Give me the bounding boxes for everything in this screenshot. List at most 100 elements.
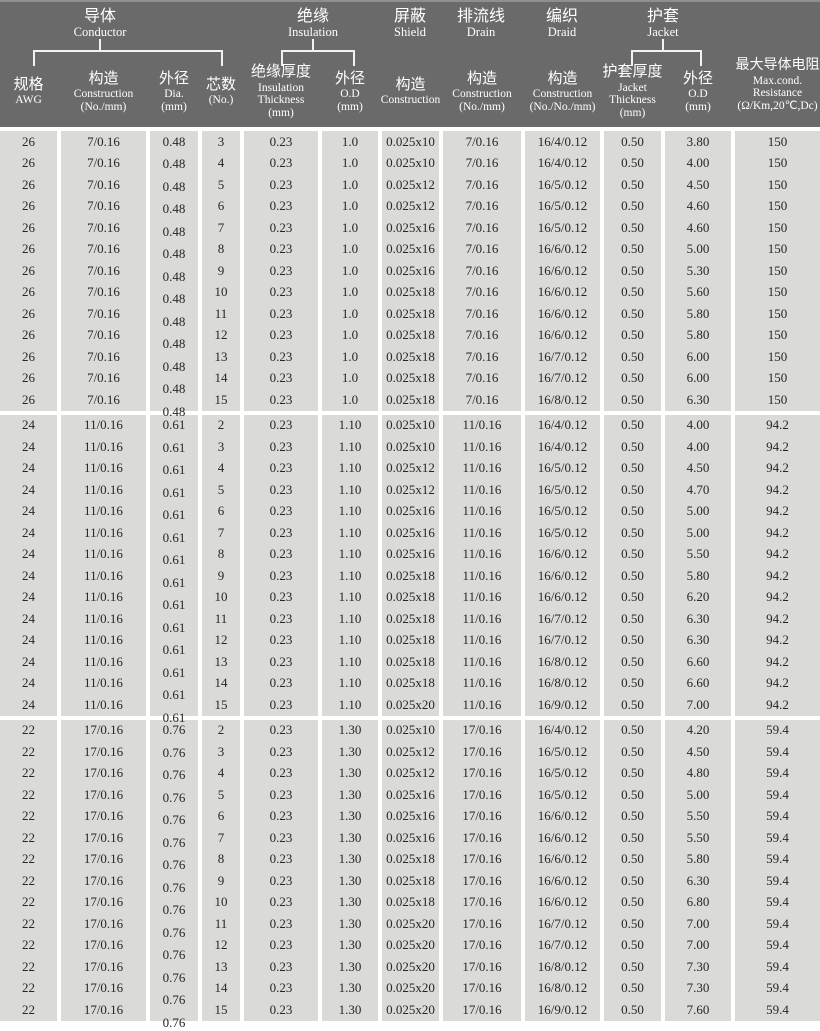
cell-dia-value: 0.76 — [162, 834, 186, 850]
cell-drain-construction: 17/0.16 — [443, 827, 521, 849]
cell-awg-value: 26 — [22, 241, 35, 257]
cell-jacket-thickness-value: 0.50 — [621, 391, 644, 407]
cell-insulation-od-value: 1.10 — [338, 632, 362, 648]
cell-drain-construction-value: 11/0.16 — [462, 417, 502, 433]
cell-awg: 22 — [0, 719, 57, 741]
cell-jacket-od: 5.80 — [665, 848, 731, 870]
cell-awg: 26 — [0, 217, 57, 239]
cell-jacket-od-value: 5.00 — [686, 524, 710, 540]
cell-jacket-od-value: 7.00 — [686, 937, 710, 953]
cell-insulation-thickness-value: 0.23 — [269, 348, 293, 364]
cell-insulation-thickness-value: 0.23 — [269, 829, 293, 845]
cell-awg-value: 22 — [22, 829, 35, 845]
header-group-insulation-zh: 绝缘 — [296, 8, 329, 25]
cell-dia: 0.48 — [150, 174, 198, 196]
cell-drain-construction-value: 17/0.16 — [462, 937, 502, 953]
awg-group-24: 24 11/0.16 0.61 2 0.23 1.10 0.025x10 11/0.16 16/… — [0, 414, 820, 725]
cell-conductor-construction-value: 11/0.16 — [84, 460, 123, 476]
column-header-jacket-od-line: O.D — [688, 87, 708, 100]
column-header-drain-construction-zh: 构造 — [466, 70, 497, 87]
cell-insulation-od-value: 1.10 — [338, 481, 362, 497]
cell-insulation-thickness: 0.23 — [244, 741, 318, 763]
cell-shield-construction-value: 0.025x10 — [386, 722, 435, 738]
cell-insulation-od-value: 1.30 — [338, 743, 362, 759]
cell-awg-value: 24 — [22, 632, 35, 648]
cell-braid-construction-value: 16/5/0.12 — [537, 219, 588, 235]
table-row: 24 11/0.16 0.61 12 0.23 1.10 0.025x18 11/0.16 16… — [0, 629, 820, 657]
cell-conductor-construction-value: 7/0.16 — [87, 133, 120, 149]
cell-shield-construction: 0.025x18 — [382, 608, 439, 630]
cell-shield-construction: 0.025x10 — [382, 719, 439, 741]
cell-insulation-thickness-value: 0.23 — [269, 915, 293, 931]
cell-cores-value: 14 — [214, 980, 228, 996]
cell-jacket-od-value: 7.00 — [686, 915, 710, 931]
cell-conductor-construction: 11/0.16 — [61, 608, 146, 630]
cell-conductor-construction: 11/0.16 — [61, 414, 146, 436]
cell-jacket-thickness-value: 0.50 — [621, 589, 644, 605]
cell-shield-construction: 0.025x18 — [382, 672, 439, 694]
cell-dia: 0.48 — [150, 260, 198, 284]
cell-cores-value: 7 — [217, 219, 225, 235]
cell-insulation-od: 1.30 — [322, 977, 378, 999]
cell-insulation-od-value: 1.10 — [338, 460, 362, 476]
cell-cores: 5 — [202, 479, 240, 501]
cell-jacket-thickness: 0.50 — [604, 303, 661, 325]
cell-jacket-thickness: 0.50 — [604, 999, 661, 1021]
cell-insulation-thickness-value: 0.23 — [269, 675, 293, 691]
cell-insulation-od: 1.10 — [322, 436, 378, 458]
column-header-conductor-dia-zh: 外径 — [158, 70, 189, 87]
cell-jacket-od: 5.50 — [665, 543, 731, 565]
cell-braid-construction: 16/6/0.12 — [525, 805, 600, 827]
cell-braid-construction: 16/4/0.12 — [525, 436, 600, 458]
cell-dia-value: 0.61 — [162, 462, 186, 478]
table-row: 26 7/0.16 0.48 7 0.23 1.0 0.025x16 7/0.16 16/5/0… — [0, 217, 820, 239]
cell-conductor-construction: 17/0.16 — [61, 848, 146, 870]
cell-shield-construction: 0.025x18 — [382, 346, 439, 368]
cell-drain-construction: 17/0.16 — [443, 719, 521, 741]
cell-jacket-od-value: 5.00 — [686, 503, 710, 519]
cell-dia: 0.61 — [150, 522, 198, 545]
cell-conductor-construction: 11/0.16 — [61, 543, 146, 565]
column-header-jacket-thickness: 护套厚度 Jacket Thickness (mm) — [602, 60, 663, 124]
cell-shield-construction-value: 0.025x16 — [386, 829, 435, 845]
cell-jacket-od: 4.80 — [665, 762, 731, 784]
cell-shield-construction-value: 0.025x20 — [386, 915, 435, 931]
cell-resistance-value: 59.4 — [766, 915, 789, 931]
cell-braid-construction-value: 16/6/0.12 — [537, 829, 588, 845]
cell-cores-value: 7 — [217, 829, 225, 845]
header-group-braid-en: Draid — [547, 25, 577, 40]
cell-conductor-construction-value: 17/0.16 — [83, 829, 124, 845]
cell-insulation-od-value: 1.30 — [338, 851, 362, 867]
cell-dia: 0.61 — [150, 565, 198, 590]
cell-insulation-od: 1.0 — [322, 152, 378, 174]
cell-conductor-construction: 11/0.16 — [61, 586, 146, 608]
cell-jacket-thickness-value: 0.50 — [621, 829, 644, 845]
cell-resistance-value: 150 — [767, 155, 788, 171]
cell-conductor-construction-value: 17/0.16 — [83, 980, 124, 996]
cell-cores-value: 6 — [217, 503, 225, 519]
cell-drain-construction: 17/0.16 — [443, 741, 521, 763]
cell-shield-construction-value: 0.025x12 — [386, 481, 435, 497]
cell-jacket-od-value: 5.80 — [686, 851, 710, 867]
cell-jacket-od: 5.00 — [665, 238, 731, 260]
cell-dia: 0.76 — [150, 762, 198, 784]
column-header-jacket-od: 外径 O.D (mm) — [663, 60, 733, 124]
cell-dia-value: 0.61 — [162, 619, 186, 635]
cell-insulation-od-value: 1.10 — [338, 653, 362, 669]
cell-dia: 0.76 — [150, 891, 198, 917]
cell-dia-value: 0.48 — [162, 291, 186, 307]
cell-shield-construction-value: 0.025x12 — [386, 743, 435, 759]
cell-conductor-construction-value: 17/0.16 — [83, 1001, 124, 1017]
cell-shield-construction-value: 0.025x10 — [386, 417, 435, 433]
cell-shield-construction-value: 0.025x18 — [386, 872, 435, 888]
cell-dia-value: 0.76 — [162, 857, 186, 873]
cell-drain-construction-value: 17/0.16 — [462, 851, 502, 867]
cell-cores: 15 — [202, 389, 240, 411]
cell-drain-construction-value: 17/0.16 — [462, 722, 502, 738]
cell-resistance: 94.2 — [735, 479, 820, 501]
cell-insulation-od: 1.10 — [322, 565, 378, 587]
cell-braid-construction-value: 16/9/0.12 — [537, 696, 588, 712]
cell-cores: 4 — [202, 762, 240, 784]
cell-braid-construction-value: 16/5/0.12 — [537, 503, 588, 519]
cell-insulation-od-value: 1.10 — [338, 610, 362, 626]
